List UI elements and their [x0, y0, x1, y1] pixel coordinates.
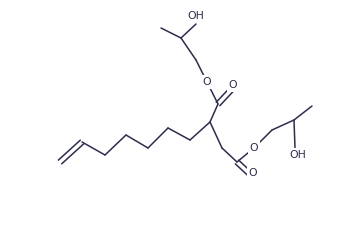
Text: O: O: [203, 77, 211, 87]
Text: OH: OH: [289, 150, 306, 160]
Text: O: O: [229, 80, 237, 90]
Text: O: O: [250, 143, 258, 153]
Text: O: O: [249, 168, 257, 178]
Text: OH: OH: [187, 11, 204, 21]
